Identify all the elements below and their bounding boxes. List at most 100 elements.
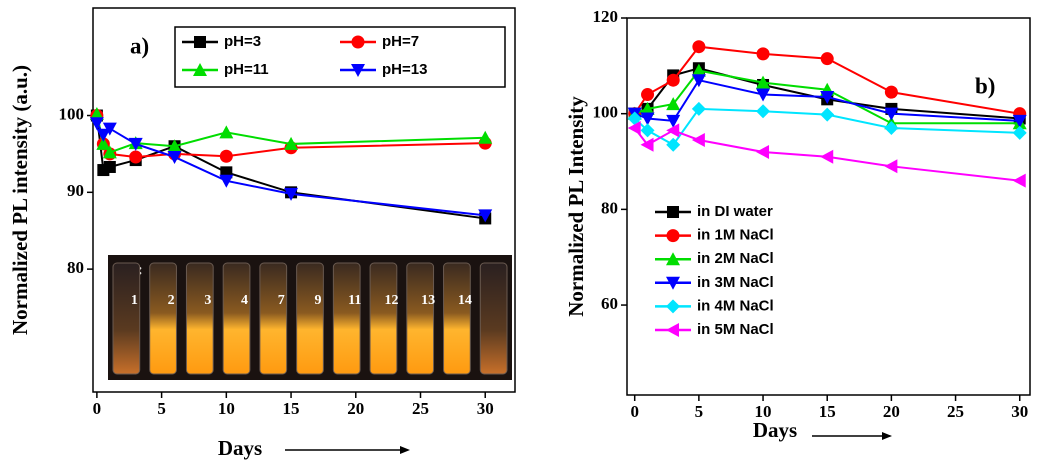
legend-label: in 2M NaCl — [697, 250, 774, 267]
vial — [185, 262, 214, 375]
data-point — [129, 150, 143, 164]
vial — [296, 262, 324, 375]
data-point — [89, 117, 104, 131]
plot-frame — [92, 7, 516, 393]
vial — [406, 262, 435, 375]
vial-label: 11 — [348, 293, 361, 308]
series-line — [634, 69, 1020, 125]
x-tick-label: 0 — [630, 402, 639, 421]
data-point — [820, 90, 835, 104]
data-point — [640, 137, 654, 152]
data-point — [167, 150, 182, 164]
vial — [369, 262, 398, 375]
data-point — [1012, 114, 1027, 128]
x-tick-label: 10 — [218, 399, 235, 418]
legend-label: in 4M NaCl — [697, 297, 774, 314]
legend-marker — [666, 276, 680, 290]
vial — [443, 262, 471, 375]
x-tick-label: 0 — [93, 399, 102, 418]
x-tick-label: 15 — [283, 399, 300, 418]
y-axis-label: Normalized PL Intensity — [564, 96, 588, 317]
x-tick-label: 10 — [755, 402, 772, 421]
data-point — [820, 52, 834, 66]
legend-marker — [193, 63, 207, 76]
data-point — [820, 149, 834, 164]
y-tick-label: 100 — [59, 104, 85, 123]
x-tick-label: 5 — [157, 399, 166, 418]
data-point — [641, 88, 655, 102]
vial — [112, 262, 141, 375]
y-tick-label: 120 — [593, 7, 619, 26]
y-tick-label: 80 — [67, 258, 84, 277]
legend-label: pH=3 — [224, 33, 261, 50]
y-axis-label: Normalized PL intensity (a.u.) — [8, 65, 32, 335]
data-point — [756, 47, 770, 61]
vial-label: 14 — [458, 293, 472, 308]
data-point — [884, 107, 899, 121]
data-point — [284, 187, 299, 201]
x-tick-label: 25 — [412, 399, 429, 418]
data-point — [627, 121, 641, 136]
vial-label: 9 — [315, 293, 322, 308]
x-arrow-head — [400, 446, 410, 454]
data-point — [666, 137, 681, 152]
data-point — [128, 137, 143, 151]
data-point — [478, 130, 493, 144]
data-point — [691, 74, 706, 88]
series-line — [634, 79, 1020, 122]
data-point — [666, 123, 680, 138]
data-point — [756, 104, 771, 119]
legend-label: pH=7 — [382, 33, 419, 50]
data-point — [89, 106, 104, 120]
data-point — [756, 88, 771, 102]
data-point — [666, 73, 680, 87]
data-point — [219, 149, 233, 163]
data-point — [96, 128, 111, 142]
data-point — [96, 136, 111, 150]
vial — [479, 262, 508, 375]
x-arrow-head — [882, 432, 892, 440]
y-tick-label: 100 — [593, 103, 619, 122]
panel-label: b) — [975, 73, 995, 98]
legend-label: in DI water — [697, 203, 773, 220]
legend-marker — [666, 323, 679, 337]
data-point — [167, 139, 182, 153]
vial-label: 4 — [241, 293, 248, 308]
data-point — [102, 145, 117, 159]
vial — [222, 262, 251, 375]
vial-label: 12 — [384, 293, 398, 308]
data-point — [666, 97, 681, 111]
x-tick-label: 20 — [347, 399, 364, 418]
y-tick-label: 60 — [601, 294, 618, 313]
legend-marker — [351, 35, 365, 49]
data-point — [691, 101, 706, 116]
y-tick-label: 90 — [67, 181, 84, 200]
x-tick-label: 5 — [695, 402, 704, 421]
data-point — [103, 160, 116, 173]
data-point — [756, 75, 771, 89]
data-point — [640, 123, 655, 138]
data-point — [102, 122, 117, 136]
series-line — [95, 115, 486, 220]
legend-marker — [667, 206, 679, 218]
vial-label: 7 — [278, 293, 285, 308]
data-point — [884, 85, 898, 99]
legend-label: in 3M NaCl — [697, 274, 774, 291]
data-point — [884, 121, 899, 136]
legend-label: in 1M NaCl — [697, 227, 774, 244]
data-point — [691, 63, 706, 77]
vial-label: 13 — [421, 293, 435, 308]
x-tick-label: 30 — [477, 399, 494, 418]
x-tick-label: 20 — [883, 402, 900, 421]
data-point — [219, 125, 234, 139]
vial-label: 3 — [204, 293, 211, 308]
x-tick-label: 25 — [947, 402, 964, 421]
data-point — [1012, 125, 1027, 140]
vial — [149, 262, 177, 375]
vial — [259, 262, 288, 375]
y-tick-label: 80 — [601, 198, 618, 217]
vial — [332, 262, 361, 375]
legend-marker — [194, 36, 206, 48]
vial-label: 2 — [168, 293, 175, 308]
legend-label: in 5M NaCl — [697, 321, 774, 338]
